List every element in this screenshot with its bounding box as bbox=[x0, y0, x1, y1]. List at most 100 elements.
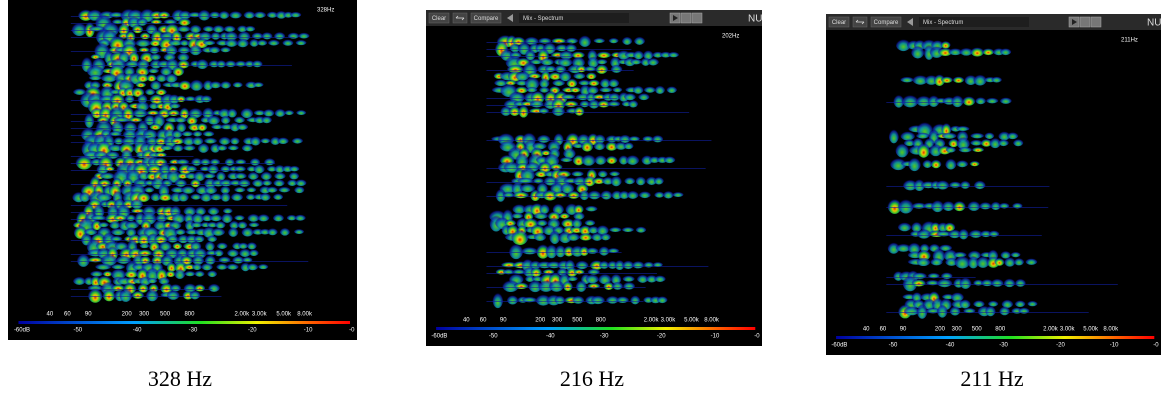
spectrum-blob bbox=[104, 164, 116, 172]
spectrum-blob bbox=[956, 134, 971, 150]
spectrum-blob bbox=[502, 267, 515, 275]
spectrum-blob bbox=[197, 141, 210, 153]
spectrum-blob bbox=[959, 297, 971, 309]
spectrum-blob bbox=[654, 84, 666, 94]
spectrum-blob bbox=[662, 189, 674, 199]
spectrum-blob bbox=[227, 143, 240, 151]
frequency-label: 40 bbox=[863, 327, 870, 333]
spectrum-blob bbox=[539, 202, 550, 214]
spectrum-blob bbox=[605, 154, 618, 164]
spectrum-blob bbox=[937, 46, 953, 56]
spectrum-blob bbox=[587, 188, 602, 200]
spectrum-blob bbox=[528, 277, 543, 293]
spectrum-blob bbox=[1012, 201, 1023, 209]
frequency-label: 800 bbox=[184, 312, 195, 318]
spectrum-blob bbox=[197, 7, 211, 21]
spectrum-blob bbox=[931, 197, 945, 213]
spectrum-blob bbox=[220, 79, 232, 89]
spectrum-blob bbox=[911, 201, 927, 209]
spectrum-blob bbox=[178, 161, 193, 175]
spectrum-blob bbox=[535, 292, 552, 306]
spectrum-blob bbox=[626, 189, 639, 199]
spectrum-blob bbox=[652, 260, 664, 268]
spectrum-blob bbox=[538, 106, 550, 114]
spectrum-blob bbox=[181, 129, 194, 137]
spectrum-blob bbox=[572, 152, 585, 166]
db-label: -10 bbox=[1110, 343, 1119, 349]
spectrum-blob bbox=[985, 96, 999, 104]
spectrum-blob bbox=[654, 190, 665, 198]
spectrum-blob bbox=[631, 259, 645, 269]
spectrum-blob bbox=[656, 294, 668, 304]
spectrum-blob bbox=[210, 122, 224, 130]
frequency-label: 90 bbox=[500, 318, 507, 324]
peak-frequency: 328Hz bbox=[317, 8, 334, 14]
spectrum-blob bbox=[607, 246, 620, 254]
frequency-label: 800 bbox=[596, 318, 607, 324]
spectrum-blob bbox=[502, 277, 520, 293]
spectrum-blob bbox=[196, 121, 208, 131]
spectrum-blob bbox=[887, 196, 902, 214]
spectrum-blob bbox=[209, 191, 223, 201]
color-bar bbox=[836, 336, 1155, 339]
spectrum-blob bbox=[220, 190, 231, 202]
spectrum-blob bbox=[578, 231, 593, 241]
spectrum-blob bbox=[959, 46, 974, 56]
db-label: -40 bbox=[133, 328, 142, 334]
spectrum-blob bbox=[963, 306, 976, 314]
spectrum-blob bbox=[948, 180, 962, 188]
spectrum-blob bbox=[221, 211, 233, 223]
spectrum-blob bbox=[216, 241, 228, 249]
spectrum-blob bbox=[599, 76, 611, 88]
spectrum-streak bbox=[886, 312, 1089, 313]
spectrum-blob bbox=[298, 31, 310, 39]
db-label: -60dB bbox=[831, 343, 847, 349]
db-label: -10 bbox=[711, 334, 720, 340]
spectrum-blob bbox=[216, 143, 228, 151]
spectrum-blob bbox=[578, 33, 592, 47]
spectrum-blob bbox=[291, 136, 304, 144]
spectrum-streak bbox=[70, 37, 295, 38]
spectrum-blob bbox=[902, 177, 918, 191]
spectrum-blob bbox=[174, 115, 188, 123]
spectrum-blob bbox=[587, 281, 601, 289]
spectrum-blob bbox=[643, 260, 655, 268]
caption: 211 Hz bbox=[960, 366, 1024, 391]
spectrum-blob bbox=[558, 228, 573, 244]
spectrum-blob bbox=[667, 50, 680, 58]
spectrum-streak bbox=[486, 287, 646, 288]
back-arrow bbox=[907, 18, 913, 26]
spectrum-blob bbox=[945, 156, 957, 170]
spectrum-blob bbox=[166, 288, 180, 300]
spectrum-blob bbox=[976, 254, 990, 268]
spectrum-blob bbox=[575, 258, 589, 270]
spectrum-blob bbox=[621, 225, 635, 233]
spectrum-blob bbox=[935, 178, 950, 190]
spectrum-blob bbox=[529, 98, 544, 108]
spectrum-blob bbox=[76, 251, 90, 267]
spectrum-blob bbox=[633, 48, 644, 60]
spectrum-blob bbox=[653, 175, 664, 185]
spectrum-blob bbox=[645, 175, 658, 185]
spectrum-blob bbox=[139, 241, 150, 249]
spectrum-blob bbox=[287, 31, 300, 39]
spectrum-blob bbox=[147, 66, 160, 74]
spectrum-blob bbox=[552, 78, 566, 86]
spectrum-blob bbox=[638, 91, 650, 101]
transport-button bbox=[691, 12, 703, 24]
spectrum-blob bbox=[916, 255, 931, 267]
spectrum-streak bbox=[70, 16, 221, 17]
frequency-label: 2.00k bbox=[644, 318, 660, 324]
toolbar-button bbox=[828, 16, 850, 28]
spectrum-blob bbox=[286, 178, 298, 186]
spectrum-blob bbox=[1027, 299, 1038, 307]
frequency-label: 800 bbox=[995, 327, 1006, 333]
spectrum-blob bbox=[533, 211, 549, 219]
spectrum-blob bbox=[208, 282, 221, 292]
spectrum-blob bbox=[150, 190, 162, 202]
color-bar bbox=[436, 327, 756, 330]
spectrum-blob bbox=[922, 158, 933, 168]
spectrum-blob bbox=[252, 80, 264, 88]
spectrum-blob bbox=[666, 84, 678, 94]
spectrum-blob bbox=[994, 256, 1005, 266]
